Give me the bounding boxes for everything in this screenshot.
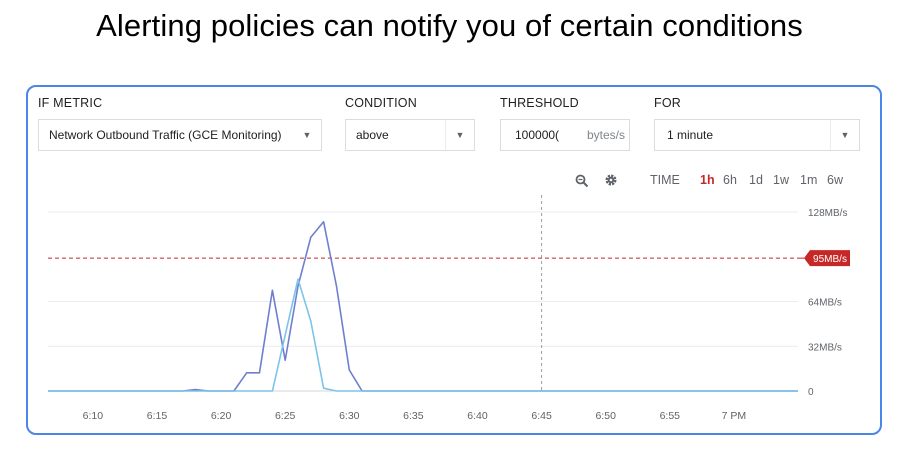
range-1d-button[interactable]: 1d bbox=[749, 173, 763, 187]
x-tick-label: 6:35 bbox=[403, 410, 424, 422]
for-value: 1 minute bbox=[667, 128, 714, 142]
threshold-input[interactable]: 100000( bytes/s bbox=[500, 119, 630, 151]
chevron-down-icon: ▼ bbox=[445, 120, 474, 150]
x-tick-label: 6:55 bbox=[660, 410, 681, 422]
threshold-label: THRESHOLD bbox=[500, 96, 579, 110]
threshold-badge bbox=[804, 250, 850, 267]
y-tick-label: 32MB/s bbox=[808, 342, 842, 353]
for-select[interactable]: 1 minute ▼ bbox=[654, 119, 860, 151]
y-tick-label: 128MB/s bbox=[808, 208, 847, 219]
alert-policy-card: IF METRIC CONDITION THRESHOLD FOR Networ… bbox=[26, 85, 882, 435]
x-tick-label: 6:30 bbox=[339, 410, 360, 422]
metric-value: Network Outbound Traffic (GCE Monitoring… bbox=[49, 128, 282, 142]
chevron-down-icon: ▼ bbox=[302, 130, 312, 140]
chevron-down-icon: ▼ bbox=[830, 120, 859, 150]
for-label: FOR bbox=[654, 96, 681, 110]
y-tick-label: 0 bbox=[808, 387, 814, 398]
metric-label: IF METRIC bbox=[38, 96, 103, 110]
metric-select[interactable]: Network Outbound Traffic (GCE Monitoring… bbox=[38, 119, 322, 151]
condition-value: above bbox=[356, 128, 389, 142]
x-tick-label: 7 PM bbox=[722, 410, 747, 422]
x-tick-label: 6:25 bbox=[275, 410, 296, 422]
range-1m-button[interactable]: 1m bbox=[800, 173, 818, 187]
time-label: TIME bbox=[650, 173, 680, 187]
range-1w-button[interactable]: 1w bbox=[773, 173, 789, 187]
traffic-chart: 0 32MB/s 64MB/s 128MB/s 6:10 6:15 6:20 6:25 6:30… bbox=[48, 195, 850, 422]
zoom-icon[interactable] bbox=[575, 174, 589, 188]
threshold-unit: bytes/s bbox=[586, 128, 625, 142]
x-tick-label: 6:15 bbox=[147, 410, 168, 422]
x-tick-label: 6:50 bbox=[595, 410, 616, 422]
series-line-2 bbox=[48, 278, 798, 392]
range-1h-button[interactable]: 1h bbox=[700, 173, 715, 187]
x-tick-label: 6:10 bbox=[83, 410, 104, 422]
gear-icon[interactable] bbox=[604, 173, 618, 187]
x-tick-label: 6:45 bbox=[531, 410, 552, 422]
range-6w-button[interactable]: 6w bbox=[827, 173, 843, 187]
x-tick-label: 6:40 bbox=[467, 410, 488, 422]
range-6h-button[interactable]: 6h bbox=[723, 173, 737, 187]
slide-title: Alerting policies can notify you of cert… bbox=[96, 8, 803, 43]
y-tick-label: 64MB/s bbox=[808, 298, 842, 309]
x-tick-label: 6:20 bbox=[211, 410, 232, 422]
threshold-value: 100000( bbox=[515, 128, 560, 142]
threshold-badge-label: 95MB/s bbox=[813, 254, 847, 265]
condition-label: CONDITION bbox=[345, 96, 417, 110]
condition-select[interactable]: above ▼ bbox=[345, 119, 475, 151]
series-line-1 bbox=[48, 221, 798, 392]
